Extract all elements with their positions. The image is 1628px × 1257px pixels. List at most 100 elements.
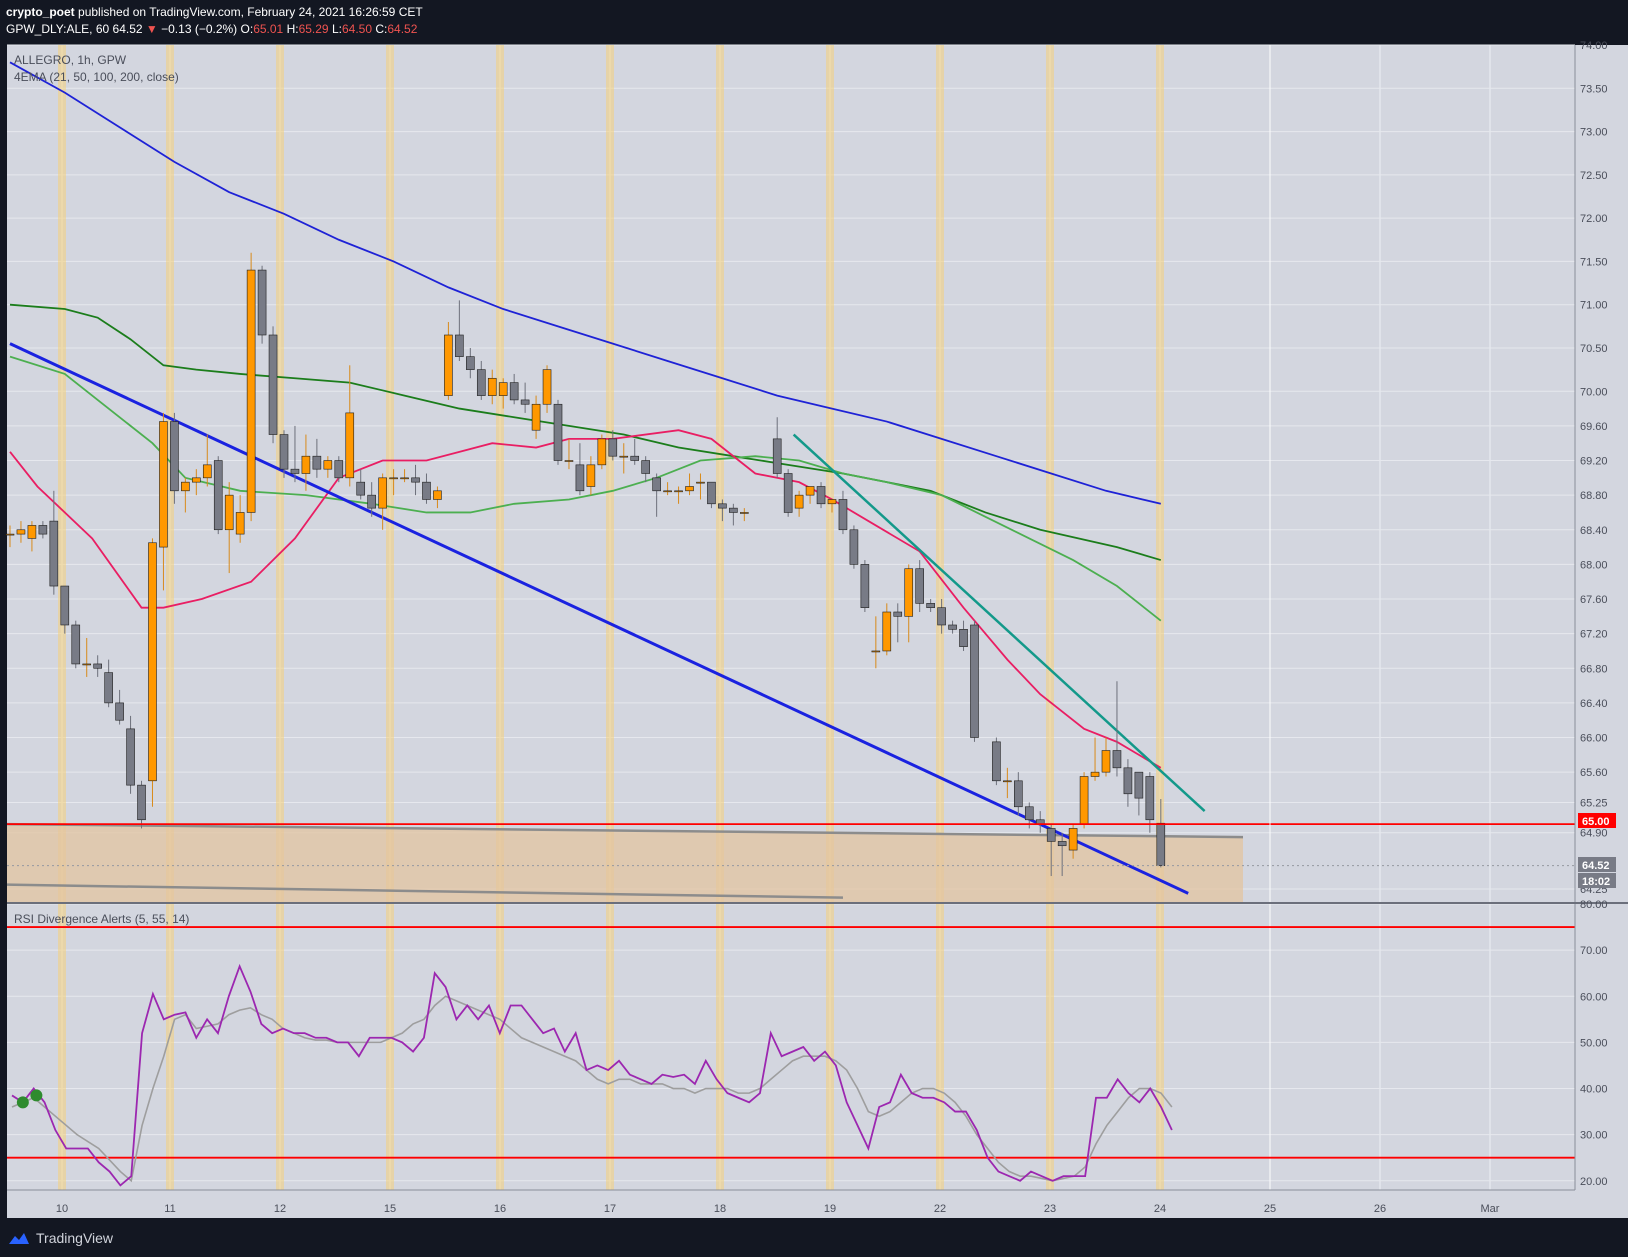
price-tick: 70.00 <box>1580 386 1608 398</box>
candle-up <box>663 490 672 493</box>
price-axis[interactable] <box>1575 45 1628 1190</box>
candle-up <box>1090 771 1100 777</box>
level-tag-bg <box>1578 813 1616 828</box>
author-name[interactable]: crypto_poet <box>6 5 75 19</box>
falling-trendline[interactable] <box>9 342 1189 895</box>
session-highlight <box>386 45 394 1190</box>
candle-down <box>49 520 59 587</box>
candles <box>5 252 1166 877</box>
candle-up <box>827 499 837 505</box>
countdown-tag: 18:02 <box>1582 876 1610 888</box>
candle-down <box>115 702 124 721</box>
rsi-tick: 30.00 <box>1580 1130 1608 1142</box>
candle-up <box>82 663 92 666</box>
candle-down <box>860 564 870 608</box>
time-tick: 17 <box>604 1203 616 1215</box>
candle-up <box>202 464 212 479</box>
candle-down <box>334 460 344 479</box>
candle-down <box>71 624 81 665</box>
candle-down <box>213 460 223 531</box>
low-value: 64.50 <box>341 22 372 36</box>
candle-down <box>937 607 946 626</box>
candle-up <box>619 455 629 458</box>
candle-down <box>575 464 585 492</box>
rsi-tick: 70.00 <box>1580 945 1608 957</box>
divergence-marker <box>30 1089 43 1102</box>
tradingview-logo[interactable]: TradingView <box>8 1230 113 1246</box>
session-highlight <box>716 45 724 1190</box>
candle-down <box>367 494 376 509</box>
time-tick: 16 <box>494 1203 506 1215</box>
candle-down <box>60 585 70 626</box>
rsi-tick: 40.00 <box>1580 1084 1608 1096</box>
level-lines[interactable] <box>7 45 1575 1190</box>
open-label: O: <box>240 22 254 36</box>
candle-down <box>992 741 1001 782</box>
time-tick: 10 <box>56 1203 68 1215</box>
tradingview-label: TradingView <box>36 1230 114 1246</box>
candle-down <box>1014 780 1023 808</box>
zone-bottom-line[interactable] <box>6 883 843 899</box>
high-value: 65.29 <box>298 22 329 36</box>
candle-up <box>696 481 705 484</box>
candle-up <box>345 412 355 479</box>
candle-down <box>970 624 979 738</box>
price-axis-labels: 74.00 73.50 73.00 72.50 72.00 71.50 71.00 70.50… <box>1580 40 1608 896</box>
teal-trendline[interactable] <box>792 433 1206 813</box>
zone-top-line[interactable] <box>6 822 1244 839</box>
candle-down <box>816 486 826 505</box>
rsi-legend[interactable]: RSI Divergence Alerts (5, 55, 14) <box>14 912 189 926</box>
candle-down <box>1145 776 1155 821</box>
candle-down <box>137 784 146 821</box>
price-change: −0.13 (−0.2%) <box>161 22 238 36</box>
candle-up <box>301 455 311 474</box>
candle-up <box>148 542 157 782</box>
candle-down <box>1024 806 1034 821</box>
price-tick: 65.25 <box>1580 797 1608 809</box>
candle-down <box>93 663 102 669</box>
candle-down <box>729 507 738 513</box>
candle-down <box>257 269 267 336</box>
support-zone <box>6 822 1244 902</box>
candle-up <box>1003 780 1012 783</box>
rsi-line <box>11 963 1173 1187</box>
last-price: 64.52 <box>112 22 143 36</box>
time-tick: 22 <box>934 1203 946 1215</box>
time-axis[interactable] <box>7 1190 1628 1218</box>
trendlines[interactable] <box>9 342 1206 895</box>
candle-down <box>279 434 289 470</box>
time-tick: 25 <box>1264 1203 1276 1215</box>
candle-up <box>192 477 201 483</box>
time-tick: 11 <box>164 1203 175 1215</box>
candle-down <box>356 481 366 496</box>
candle-up <box>27 525 37 539</box>
session-highlights <box>58 45 1164 1190</box>
candle-down <box>509 382 519 401</box>
main-legend[interactable]: ALLEGRO, 1h, GPW <box>14 53 127 67</box>
candle-down <box>707 481 716 505</box>
price-tick: 68.00 <box>1580 559 1608 571</box>
price-tick: 73.00 <box>1580 127 1608 139</box>
candle-down <box>1134 771 1144 799</box>
candle-down <box>1112 750 1122 769</box>
publish-info: crypto_poet published on TradingView.com… <box>6 5 423 19</box>
ema-legend[interactable]: 4EMA (21, 50, 100, 200, close) <box>14 70 179 84</box>
level-tag: 65.00 <box>1582 816 1610 828</box>
candle-up <box>16 529 26 535</box>
price-tick: 67.60 <box>1580 594 1608 606</box>
price-tick: 67.20 <box>1580 629 1608 641</box>
open-value: 65.01 <box>253 22 284 36</box>
price-tags: 65.00 64.52 18:02 <box>1578 813 1616 888</box>
rsi-tick: 50.00 <box>1580 1037 1608 1049</box>
candle-up <box>871 650 881 653</box>
candle-up <box>531 403 541 431</box>
session-highlight <box>276 45 284 1190</box>
candle-down <box>926 603 935 608</box>
time-tick: 24 <box>1154 1203 1166 1215</box>
candle-down <box>630 455 640 461</box>
rsi-tick: 80.00 <box>1580 899 1608 911</box>
candle-up <box>685 486 694 492</box>
candle-up <box>882 611 892 652</box>
rsi-tick: 20.00 <box>1580 1176 1608 1188</box>
